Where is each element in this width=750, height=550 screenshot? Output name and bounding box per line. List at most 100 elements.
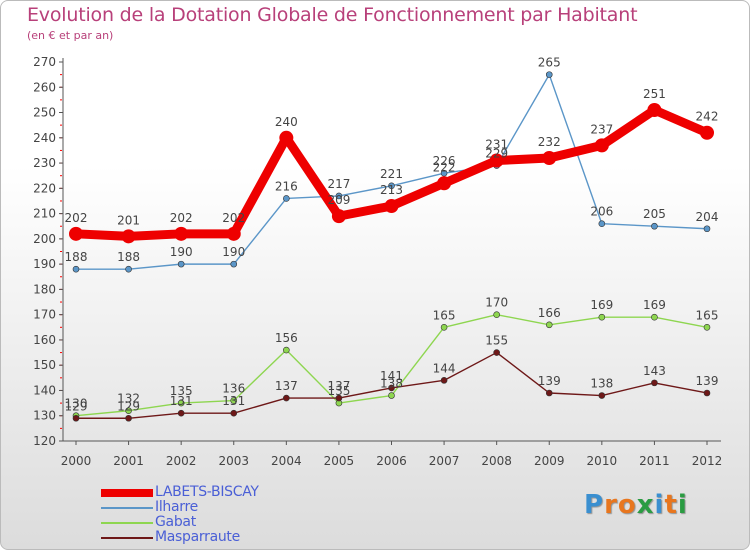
data-label: 129 [117, 399, 140, 413]
data-label: 155 [485, 334, 508, 348]
data-point [226, 226, 241, 241]
data-point [703, 389, 711, 397]
data-label: 165 [696, 308, 719, 322]
x-tick-label: 2007 [429, 454, 460, 468]
data-point [545, 71, 553, 78]
y-tick-label: 260 [33, 80, 56, 94]
data-point [545, 321, 553, 329]
data-point [72, 265, 80, 273]
data-label: 206 [590, 205, 613, 219]
y-tick-label: 140 [33, 383, 56, 397]
y-tick-label: 150 [33, 358, 56, 372]
data-point [651, 313, 658, 321]
legend-label: LABETS-BISCAY [155, 484, 259, 500]
data-label: 204 [696, 210, 719, 224]
data-point [651, 379, 658, 387]
y-tick-label: 200 [33, 232, 56, 246]
data-label: 131 [170, 394, 193, 408]
x-tick-label: 2011 [639, 454, 670, 468]
y-tick-label: 240 [33, 131, 56, 145]
legend-swatch [101, 522, 153, 524]
legend-swatch [101, 537, 153, 539]
proxiti-logo: Proxiti [584, 490, 688, 520]
data-point [594, 138, 609, 153]
legend-item: LABETS-BISCAY [101, 484, 361, 500]
data-point [437, 176, 452, 191]
data-point [121, 229, 136, 244]
data-label: 129 [65, 399, 88, 413]
data-point [651, 222, 658, 230]
legend-label: Gabat [155, 514, 196, 530]
data-point [230, 260, 238, 268]
data-label: 216 [275, 179, 298, 193]
data-label: 190 [170, 245, 193, 259]
chart-title: Evolution de la Dotation Globale de Fonc… [27, 4, 638, 26]
x-tick-label: 2001 [113, 454, 144, 468]
data-point [125, 407, 132, 414]
data-label: 202 [170, 211, 193, 225]
data-label: 213 [380, 183, 403, 197]
logo-letter: i [654, 490, 665, 520]
data-label: 201 [117, 213, 140, 227]
data-point [72, 414, 80, 422]
chart-subtitle: (en € et par an) [27, 29, 114, 42]
data-label: 202 [65, 211, 88, 225]
data-point [700, 125, 714, 140]
data-point [283, 346, 290, 354]
legend-item: Gabat [101, 514, 361, 530]
data-label: 131 [222, 394, 245, 408]
data-label: 130 [65, 397, 88, 411]
data-point [177, 260, 185, 268]
data-label: 202 [222, 211, 245, 225]
data-label: 136 [222, 382, 245, 396]
x-tick-label: 2003 [218, 454, 249, 468]
data-label: 205 [643, 207, 666, 221]
x-tick-label: 2000 [61, 454, 92, 468]
data-label: 209 [327, 193, 350, 207]
data-point [440, 323, 448, 331]
x-tick-label: 2008 [481, 454, 512, 468]
data-label: 222 [433, 160, 456, 174]
data-label: 221 [380, 167, 403, 181]
data-point [440, 169, 448, 177]
data-point [647, 103, 662, 118]
x-tick-label: 2002 [166, 454, 197, 468]
data-point [440, 377, 448, 384]
logo-letter: t [664, 490, 678, 520]
y-tick-label: 250 [33, 106, 56, 120]
x-tick-label: 2005 [324, 454, 355, 468]
data-point [489, 153, 504, 168]
x-tick-label: 2009 [534, 454, 565, 468]
y-tick-label: 170 [33, 308, 56, 322]
legend-swatch [101, 489, 153, 497]
logo-letter: P [584, 490, 605, 520]
data-point [230, 397, 238, 404]
data-point [283, 394, 290, 402]
x-tick-label: 2010 [587, 454, 618, 468]
data-point [283, 195, 290, 202]
data-label: 217 [327, 177, 350, 191]
legend-item: Masparraute [101, 529, 361, 545]
data-point [177, 399, 185, 407]
y-tick-label: 120 [33, 434, 56, 448]
data-label: 137 [327, 379, 350, 393]
y-tick-label: 210 [33, 207, 56, 221]
data-label: 237 [590, 122, 613, 136]
data-point [542, 151, 557, 166]
data-label: 169 [590, 298, 613, 312]
data-point [125, 414, 132, 422]
data-label: 229 [485, 147, 508, 161]
data-point [493, 311, 500, 318]
x-tick-label: 2006 [376, 454, 407, 468]
data-label: 232 [538, 135, 561, 149]
data-point [384, 199, 399, 214]
data-label: 137 [275, 379, 298, 393]
data-point [230, 409, 238, 417]
data-point [331, 209, 346, 224]
data-point [335, 394, 343, 402]
data-label: 265 [538, 56, 561, 70]
data-label: 135 [170, 384, 193, 398]
data-point [388, 182, 395, 190]
data-point [545, 389, 553, 397]
data-label: 188 [117, 250, 140, 264]
